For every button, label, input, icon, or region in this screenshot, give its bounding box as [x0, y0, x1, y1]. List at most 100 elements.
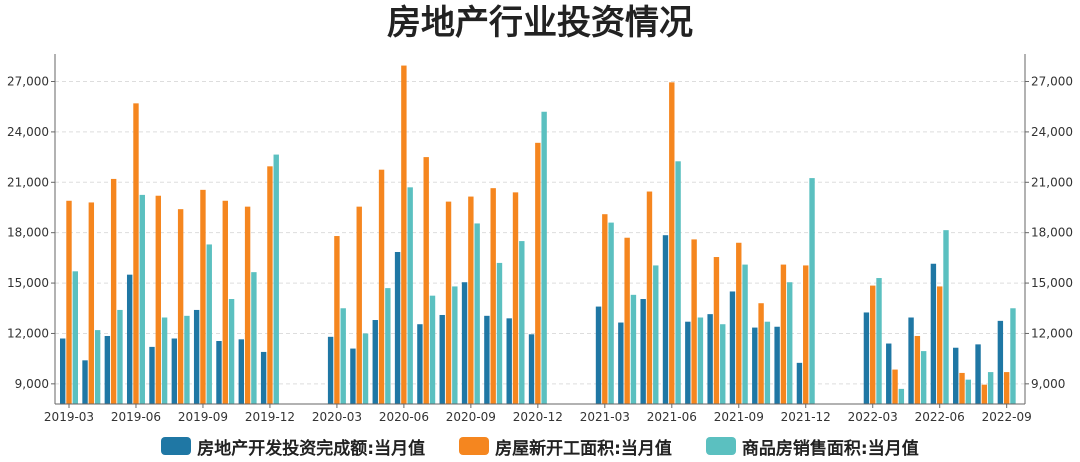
bar-2-2020-11	[519, 241, 525, 404]
bar-2-2022-06	[943, 230, 949, 404]
x-tick-label: 2020-09	[446, 410, 496, 424]
bar-0-2019-08	[171, 338, 178, 404]
bar-1-2021-07	[691, 239, 697, 404]
legend: 房地产开发投资完成额:当月值 房屋新开工面积:当月值 商品房销售面积:当月值	[0, 432, 1080, 460]
x-tick-label: 2020-06	[379, 410, 429, 424]
bar-2-2021-08	[720, 324, 726, 404]
bar-2-2022-09	[1010, 308, 1016, 404]
bar-2-2021-11	[787, 282, 793, 404]
bar-1-2019-12	[267, 166, 273, 404]
bar-0-2019-04	[82, 360, 88, 404]
x-tick-label: 2022-06	[915, 410, 965, 424]
bar-1-2022-09	[1003, 372, 1010, 404]
bar-1-2019-09	[200, 189, 206, 404]
bar-2-2021-06	[675, 161, 681, 404]
bar-1-2021-08	[713, 257, 720, 404]
bar-0-2019-05	[104, 335, 111, 404]
bar-0-2019-09	[193, 309, 200, 404]
chart-title: 房地产行业投资情况	[387, 3, 693, 43]
bar-0-2021-05	[640, 299, 646, 404]
x-tick-label: 2019-09	[178, 410, 228, 424]
legend-item-sales-area[interactable]: 商品房销售面积:当月值	[705, 434, 919, 459]
bar-2-2022-08	[987, 372, 994, 404]
bar-2-2020-04	[362, 333, 369, 404]
bar-0-2021-09	[729, 291, 736, 404]
bar-2-2022-03	[876, 278, 882, 404]
bar-1-2020-12	[535, 142, 541, 404]
bar-2-2021-04	[630, 294, 637, 404]
x-tick-label: 2019-06	[111, 410, 161, 424]
bar-2-2021-05	[653, 265, 659, 404]
bar-2-2019-11	[251, 272, 257, 404]
bar-1-2021-04	[624, 237, 630, 404]
bar-1-2022-06	[937, 286, 943, 404]
bar-1-2019-07	[155, 195, 161, 404]
bar-2-2021-12	[809, 178, 815, 404]
y-tick-label-left: 24,000	[7, 125, 49, 139]
bar-0-2020-07	[417, 324, 423, 404]
bar-0-2022-07	[953, 347, 959, 404]
bar-1-2020-05	[378, 169, 385, 404]
bar-1-2021-11	[780, 264, 787, 404]
bar-2-2020-05	[385, 288, 391, 404]
bar-0-2019-07	[149, 346, 155, 404]
bar-0-2021-06	[662, 235, 669, 404]
x-tick-label: 2021-09	[714, 410, 764, 424]
bar-1-2019-08	[177, 209, 184, 404]
bar-0-2022-09	[997, 320, 1004, 404]
bar-0-2022-05	[908, 317, 914, 404]
bar-2-2021-07	[697, 317, 704, 404]
bar-0-2020-04	[350, 348, 356, 404]
bar-1-2022-07	[959, 372, 965, 404]
bar-0-2020-08	[439, 314, 445, 404]
y-tick-label-left: 9,000	[15, 377, 49, 391]
bar-0-2019-03	[60, 338, 66, 404]
bar-1-2019-06	[133, 103, 139, 404]
bar-1-2021-05	[646, 191, 653, 404]
bar-2-2021-09	[742, 264, 748, 404]
x-tick-label: 2021-03	[580, 410, 630, 424]
x-tick-label: 2022-09	[982, 410, 1032, 424]
axes: 9,000 9,000 12,000 12,000 15,000 15,000 18,000…	[7, 54, 1073, 424]
legend-item-new-construction[interactable]: 房屋新开工面积:当月值	[459, 434, 672, 459]
bar-0-2022-03	[863, 312, 870, 404]
bar-2-2022-05	[920, 351, 927, 404]
bar-1-2020-07	[423, 157, 429, 404]
bar-0-2019-11	[238, 339, 244, 404]
bar-0-2020-10	[484, 315, 490, 404]
bar-0-2020-03	[327, 336, 334, 404]
legend-swatch-new-construction	[459, 437, 490, 455]
bar-2-2020-03	[340, 308, 346, 404]
bar-1-2020-11	[512, 192, 519, 404]
bar-1-2021-06	[669, 82, 675, 404]
bar-2-2020-07	[429, 295, 436, 404]
bar-2-2021-10	[764, 321, 771, 404]
legend-item-investment[interactable]: 房地产开发投资完成额:当月值	[161, 434, 425, 459]
y-tick-label-right: 24,000	[1031, 125, 1073, 139]
x-tick-label: 2021-12	[781, 410, 831, 424]
bar-0-2019-06	[126, 274, 133, 404]
y-tick-label-left: 27,000	[7, 75, 49, 89]
bar-1-2019-05	[110, 178, 117, 404]
y-tick-label-right: 21,000	[1031, 175, 1073, 189]
bar-1-2019-11	[244, 206, 251, 404]
bar-1-2021-03	[602, 214, 608, 404]
bar-2-2019-10	[228, 299, 235, 404]
y-tick-label-right: 12,000	[1031, 326, 1073, 340]
x-tick-label: 2021-06	[647, 410, 697, 424]
bar-1-2021-12	[803, 265, 809, 404]
bar-1-2020-04	[356, 206, 362, 404]
bar-0-2021-11	[774, 326, 780, 404]
legend-label-sales-area: 商品房销售面积:当月值	[741, 438, 919, 459]
bar-2-2019-06	[139, 194, 145, 404]
x-tick-label: 2020-12	[513, 410, 563, 424]
bar-0-2022-04	[886, 343, 892, 404]
bar-1-2019-10	[222, 200, 228, 404]
y-tick-label-left: 21,000	[7, 175, 49, 189]
y-tick-label-left: 15,000	[7, 276, 49, 290]
legend-swatch-investment	[161, 437, 192, 455]
bar-0-2021-10	[752, 327, 758, 404]
bar-0-2020-05	[372, 320, 378, 404]
y-tick-label-right: 9,000	[1031, 377, 1065, 391]
bar-0-2021-12	[796, 362, 803, 404]
